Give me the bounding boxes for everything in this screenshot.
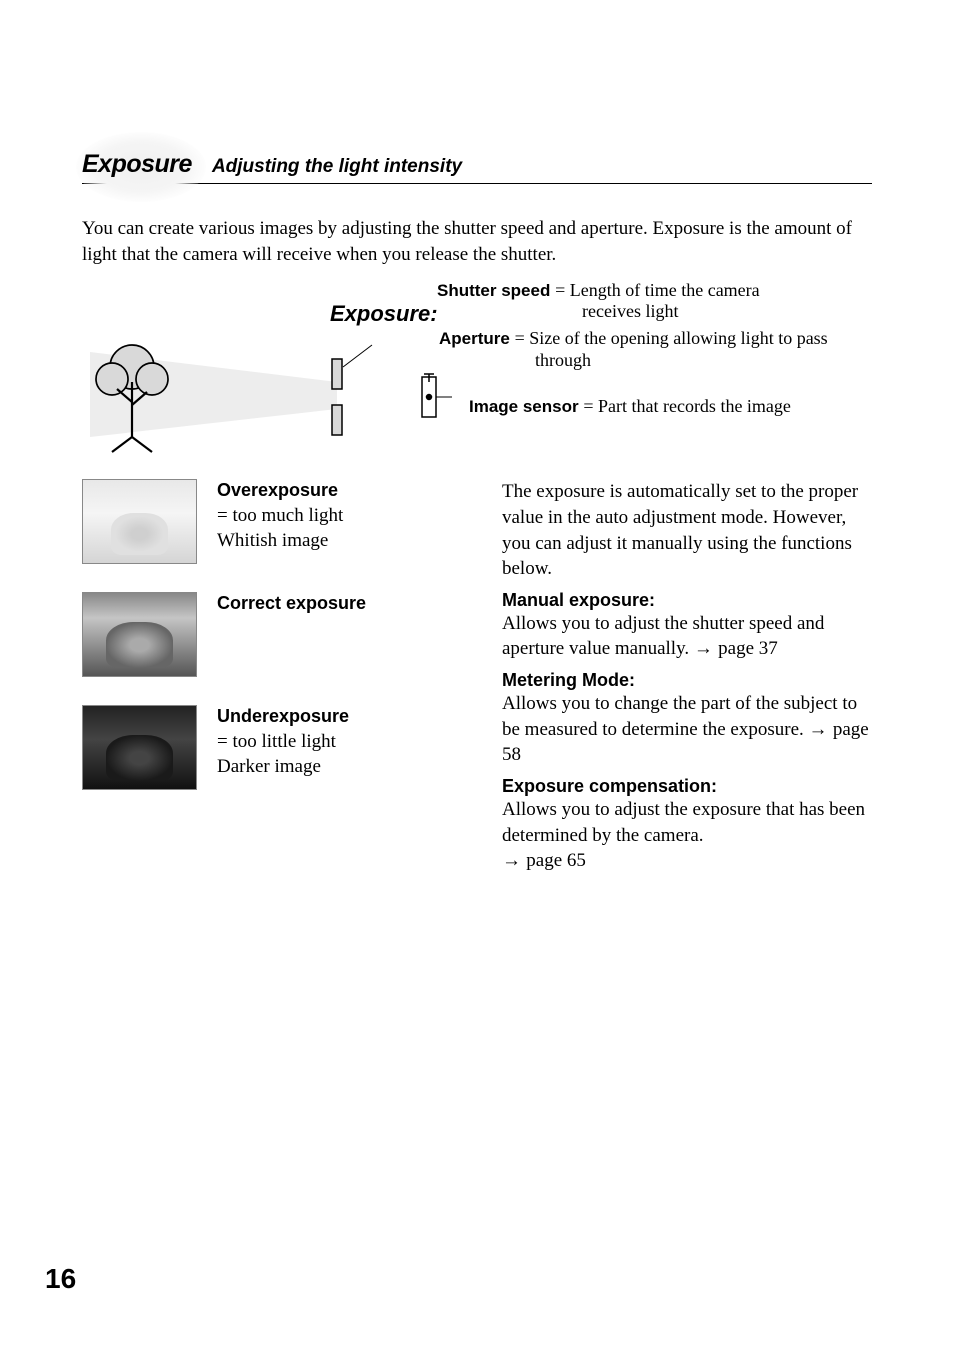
shutter-eq: = Length of time the camera (555, 280, 760, 300)
diagram-svg (82, 327, 452, 467)
under-l1: = too little light (217, 731, 336, 752)
intro-paragraph: You can create various images by adjusti… (82, 216, 872, 267)
comp-title: Exposure compensation: (502, 776, 872, 797)
overexposure-text: Overexposure = too much light Whitish im… (217, 479, 343, 553)
section-title: Exposure (82, 150, 192, 179)
shutter-label: Shutter speed (437, 281, 555, 300)
over-l2: Whitish image (217, 530, 328, 551)
correct-title: Correct exposure (217, 593, 366, 613)
underexposure-row: Underexposure = too little light Darker … (82, 705, 472, 790)
comp-ref: page 65 (526, 850, 586, 871)
overexposure-row: Overexposure = too much light Whitish im… (82, 479, 472, 564)
section-header: Exposure Adjusting the light intensity (82, 150, 872, 184)
comp-body: Allows you to adjust the exposure that h… (502, 797, 872, 874)
metering-title: Metering Mode: (502, 670, 872, 691)
section-subtitle: Adjusting the light intensity (212, 156, 462, 178)
arrow-icon: → (694, 638, 718, 659)
under-title: Underexposure (217, 706, 349, 726)
leader-shutter (343, 345, 372, 367)
sensor-eq: = Part that records the image (583, 396, 791, 416)
manual-ref: page 37 (718, 638, 778, 659)
exposure-label: Exposure: (330, 301, 438, 327)
metering-body: Allows you to change the part of the sub… (502, 691, 872, 768)
aperture-eq: = Size of the opening allowing light to … (515, 328, 828, 348)
sensor-label: Image sensor (469, 397, 583, 416)
correct-thumb (82, 592, 197, 677)
over-l1: = too much light (217, 505, 343, 526)
over-title: Overexposure (217, 480, 338, 500)
arrow-icon: → (809, 719, 833, 740)
arrow-icon: → (502, 850, 526, 871)
shutter-sub: receives light (582, 301, 678, 322)
aperture-sub: through (535, 350, 591, 371)
manual-body: Allows you to adjust the shutter speed a… (502, 611, 872, 662)
sensor-icon (422, 374, 436, 417)
examples-column: Overexposure = too much light Whitish im… (82, 479, 472, 880)
exposure-diagram: Exposure: Shutter speed = Length of time… (82, 279, 872, 469)
shutter-speed-def: Shutter speed = Length of time the camer… (437, 279, 760, 302)
overexposure-thumb (82, 479, 197, 564)
aperture-def: Aperture = Size of the opening allowing … (439, 327, 828, 350)
underexposure-thumb (82, 705, 197, 790)
sensor-def: Image sensor = Part that records the ima… (469, 396, 791, 417)
functions-column: The exposure is automatically set to the… (502, 479, 872, 880)
underexposure-text: Underexposure = too little light Darker … (217, 705, 349, 779)
under-l2: Darker image (217, 756, 321, 777)
correct-row: Correct exposure (82, 592, 472, 677)
manual-title: Manual exposure: (502, 590, 872, 611)
auto-exposure-text: The exposure is automatically set to the… (502, 479, 872, 582)
lower-section: Overexposure = too much light Whitish im… (82, 479, 872, 880)
correct-text: Correct exposure (217, 592, 366, 617)
page-number: 16 (45, 1263, 76, 1295)
